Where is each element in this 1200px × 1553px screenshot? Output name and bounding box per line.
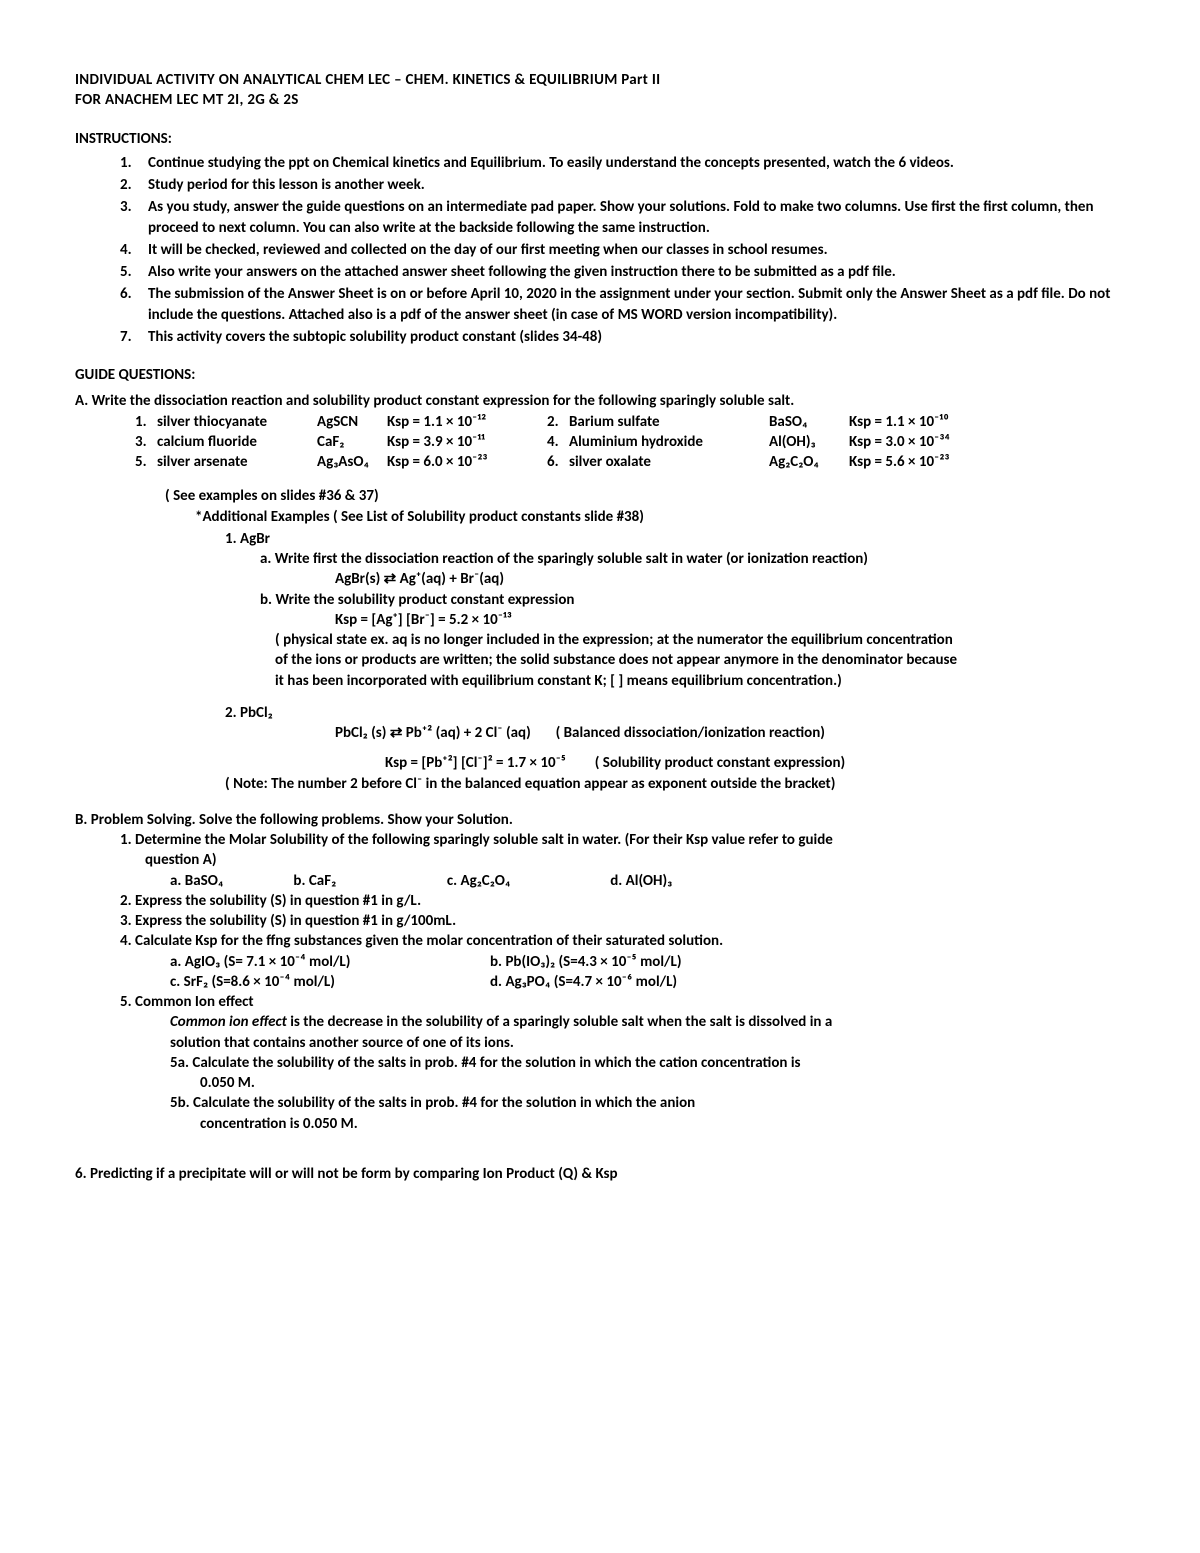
salt-num: 6.: [547, 452, 569, 472]
salt-formula: Ag₂C₂O₄: [769, 452, 849, 472]
salt-name: silver oxalate: [569, 452, 769, 472]
ex2-eq1-a: PbCl₂ (s) ⇄ Pb⁺² (aq) + 2 Cl⁻ (aq): [335, 724, 531, 742]
inst-text: Study period for this lesson is another …: [148, 175, 1125, 195]
salt-formula: Ag₃AsO₄: [317, 452, 387, 472]
b5-def-italic: Common ion effect: [170, 1013, 287, 1031]
title-line-1: INDIVIDUAL ACTIVITY ON ANALYTICAL CHEM L…: [75, 70, 1125, 90]
inst-num: 4.: [120, 240, 148, 260]
inst-num: 6.: [120, 284, 148, 325]
inst-num: 1.: [120, 153, 148, 173]
ex2-note: ( Note: The number 2 before Cl⁻ in the b…: [225, 774, 1125, 794]
b4-d: d. Ag₃PO₄ (S=4.7 × 10⁻⁶ mol/L): [490, 972, 677, 992]
salt-num: 5.: [135, 452, 157, 472]
salt-name: Barium sulfate: [569, 412, 769, 432]
ex1-note: of the ions or products are written; the…: [275, 650, 1125, 670]
ex1-note: ( physical state ex. aq is no longer inc…: [275, 630, 1125, 650]
b4-row1: a. AgIO₃ (S= 7.1 × 10⁻⁴ mol/L) b. Pb(IO₃…: [170, 952, 1125, 972]
salt-num: 3.: [135, 432, 157, 452]
b5: 5. Common Ion effect: [120, 992, 1125, 1012]
salt-formula: CaF₂: [317, 432, 387, 452]
inst-text: It will be checked, reviewed and collect…: [148, 240, 1125, 260]
salt-name: silver thiocyanate: [157, 412, 317, 432]
additional-examples: *Additional Examples ( See List of Solub…: [195, 507, 1125, 527]
ex2-eq1: PbCl₂ (s) ⇄ Pb⁺² (aq) + 2 Cl⁻ (aq) ( Bal…: [335, 723, 1125, 743]
b1-c: c. Ag₂C₂O₄: [447, 871, 607, 891]
ex1-b-eq: Ksp = [Ag⁺] [Br⁻] = 5.2 × 10⁻¹³: [335, 610, 1125, 630]
inst-num: 7.: [120, 327, 148, 347]
b5a-1: 5a. Calculate the solubility of the salt…: [170, 1053, 1125, 1073]
salt-ksp: Ksp = 5.6 × 10⁻²³: [849, 452, 999, 472]
salt-num: 1.: [135, 412, 157, 432]
inst-num: 2.: [120, 175, 148, 195]
ex2-eq2-b: ( Solubility product constant expression…: [595, 754, 845, 772]
b1-options: a. BaSO₄ b. CaF₂ c. Ag₂C₂O₄ d. Al(OH)₃: [170, 871, 1125, 891]
salt-ksp: Ksp = 6.0 × 10⁻²³: [387, 452, 547, 472]
ex2-eq1-b: ( Balanced dissociation/ionization react…: [556, 724, 825, 742]
ex1-a: a. Write first the dissociation reaction…: [260, 549, 1125, 569]
salt-grid: 1. silver thiocyanate AgSCN Ksp = 1.1 × …: [135, 412, 1125, 473]
inst-num: 5.: [120, 262, 148, 282]
salt-name: Aluminium hydroxide: [569, 432, 769, 452]
salt-ksp: Ksp = 1.1 × 10⁻¹²: [387, 412, 547, 432]
b5b-1: 5b. Calculate the solubility of the salt…: [170, 1093, 1125, 1113]
section-b-head: B. Problem Solving. Solve the following …: [75, 810, 1125, 830]
inst-text: Continue studying the ppt on Chemical ki…: [148, 153, 1125, 173]
inst-text: This activity covers the subtopic solubi…: [148, 327, 1125, 347]
b1: 1. Determine the Molar Solubility of the…: [120, 830, 1125, 850]
b4-row2: c. SrF₂ (S=8.6 × 10⁻⁴ mol/L) d. Ag₃PO₄ (…: [170, 972, 1125, 992]
ex2-head: 2. PbCl₂: [225, 703, 1125, 723]
b5a-2: 0.050 M.: [200, 1073, 1125, 1093]
b4-c: c. SrF₂ (S=8.6 × 10⁻⁴ mol/L): [170, 972, 490, 992]
b6: 6. Predicting if a precipitate will or w…: [75, 1164, 1125, 1184]
b1-a: a. BaSO₄: [170, 871, 290, 891]
salt-formula: AgSCN: [317, 412, 387, 432]
ex1-head: 1. AgBr: [225, 529, 1125, 549]
inst-text: The submission of the Answer Sheet is on…: [148, 284, 1125, 325]
inst-text: Also write your answers on the attached …: [148, 262, 1125, 282]
salt-ksp: Ksp = 3.0 × 10⁻³⁴: [849, 432, 999, 452]
b5-def-rest: is the decrease in the solubility of a s…: [287, 1013, 832, 1031]
guide-questions-head: GUIDE QUESTIONS:: [75, 365, 1125, 385]
b1-b: b. CaF₂: [293, 871, 443, 891]
instructions-list: 1.Continue studying the ppt on Chemical …: [120, 153, 1125, 347]
salt-name: silver arsenate: [157, 452, 317, 472]
b2: 2. Express the solubility (S) in questio…: [120, 891, 1125, 911]
salt-formula: BaSO₄: [769, 412, 849, 432]
b5-def: Common ion effect is the decrease in the…: [170, 1012, 1125, 1032]
instructions-head: INSTRUCTIONS:: [75, 129, 1125, 149]
b5-def2: solution that contains another source of…: [170, 1033, 1125, 1053]
inst-num: 3.: [120, 197, 148, 238]
title-line-2: FOR ANACHEM LEC MT 2I, 2G & 2S: [75, 90, 1125, 110]
inst-text: As you study, answer the guide questions…: [148, 197, 1125, 238]
b1-cont: question A): [145, 850, 1125, 870]
b3: 3. Express the solubility (S) in questio…: [120, 911, 1125, 931]
ex2-eq2-a: Ksp = [Pb⁺²] [Cl⁻]² = 1.7 × 10⁻⁵: [385, 754, 566, 772]
ex1-b: b. Write the solubility product constant…: [260, 590, 1125, 610]
salt-num: 4.: [547, 432, 569, 452]
salt-formula: Al(OH)₃: [769, 432, 849, 452]
gq-a: A. Write the dissociation reaction and s…: [75, 391, 1125, 411]
ex1-a-eq: AgBr(s) ⇄ Ag⁺(aq) + Br⁻(aq): [335, 569, 1125, 589]
b4-a: a. AgIO₃ (S= 7.1 × 10⁻⁴ mol/L): [170, 952, 490, 972]
salt-num: 2.: [547, 412, 569, 432]
ex1-note: it has been incorporated with equilibriu…: [275, 671, 1125, 691]
see-examples: ( See examples on slides #36 & 37): [165, 486, 1125, 506]
b5b-2: concentration is 0.050 M.: [200, 1114, 1125, 1134]
b1-d: d. Al(OH)₃: [610, 871, 672, 891]
b4: 4. Calculate Ksp for the ffng substances…: [120, 931, 1125, 951]
b4-b: b. Pb(IO₃)₂ (S=4.3 × 10⁻⁵ mol/L): [490, 952, 682, 972]
salt-ksp: Ksp = 1.1 × 10⁻¹⁰: [849, 412, 999, 432]
salt-name: calcium fluoride: [157, 432, 317, 452]
salt-ksp: Ksp = 3.9 × 10⁻¹¹: [387, 432, 547, 452]
ex2-eq2: Ksp = [Pb⁺²] [Cl⁻]² = 1.7 × 10⁻⁵ ( Solub…: [385, 753, 1125, 773]
